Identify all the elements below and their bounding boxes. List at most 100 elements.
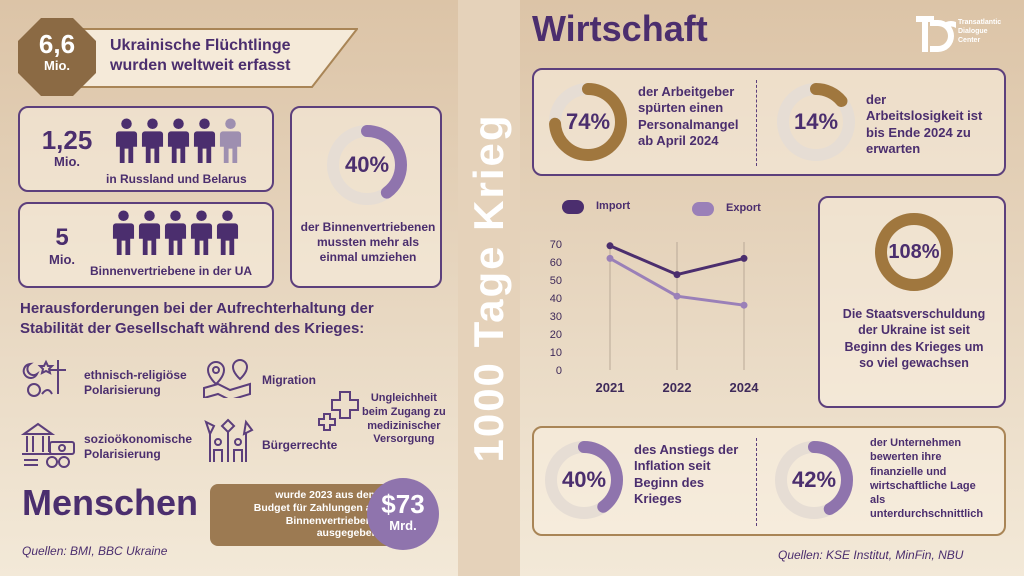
y-tick-label: 70 (550, 239, 562, 251)
refugees-number: 6,6 (38, 29, 76, 59)
donut-employers-label: 74% (565, 109, 611, 134)
section-title-menschen: Menschen (22, 482, 199, 523)
donut-debt-label: 108% (888, 240, 940, 263)
labor-card: 74% der Arbeitgeber spürten einen Person… (532, 68, 1006, 176)
person-icon (112, 210, 135, 256)
challenges-heading-line1: Herausforderungen bei der Aufrechterhalt… (20, 300, 374, 317)
medical-cross-icon (318, 391, 359, 431)
debt-line3: Beginn des Krieges um (844, 339, 984, 354)
russia-unit: Mio. (54, 154, 80, 169)
y-tick-label: 0 (556, 365, 562, 377)
employers-line2: spürten einen (638, 100, 724, 116)
donut-companies-label: 42% (791, 467, 837, 492)
donut-arc (775, 441, 853, 519)
inflation-donut: 40% (542, 438, 626, 522)
octagon-shape (18, 18, 96, 96)
labor-divider (756, 80, 757, 166)
tdc-logo: Transatlantic Dialogue Center (916, 16, 1001, 59)
donut-inflation-label: 40% (561, 467, 607, 492)
inflation-line4: Krieges (634, 490, 682, 506)
challenge-health (318, 390, 364, 439)
challenge-migration-label: Migration (262, 373, 316, 387)
inflation-line3: Beginn des (634, 474, 705, 490)
employers-donut: 74% (546, 80, 630, 164)
challenge-religion-line1: ethnisch-religiöse (84, 368, 187, 382)
data-point-import (606, 242, 614, 250)
moved-card: 40% der Binnenvertriebenen mussten mehr … (290, 106, 442, 288)
person-icon (219, 118, 242, 164)
center-strip (458, 0, 520, 576)
budget-circle: $73 Mrd. (367, 478, 439, 550)
refugees-unit: Mio. (44, 58, 70, 73)
person-icon (216, 210, 239, 256)
moved-line2: mussten mehr als (316, 235, 420, 249)
person-icon (141, 118, 164, 164)
debt-line2: der Ukraine ist seit (858, 323, 970, 338)
employers-line4: ab April 2024 (638, 132, 719, 148)
banner-text-line1: Ukrainische Flüchtlinge (110, 37, 291, 54)
y-tick-label: 30 (550, 311, 562, 323)
sources-left: Quellen: BMI, BBC Ukraine (22, 544, 168, 558)
employers-line1: der Arbeitgeber (638, 84, 735, 99)
idp-caption: Binnenvertriebene in der UA (90, 264, 253, 278)
debt-line1: Die Staatsverschuldung (842, 307, 986, 321)
challenge-health-line3: medizinischer (367, 419, 441, 432)
debt-line4: so viel gewachsen (859, 355, 969, 370)
debt-card: 108% Die Staatsverschuldung der Ukraine … (818, 196, 1006, 408)
budget-line3: Binnenvertriebene (285, 514, 378, 527)
tdc-logo-icon (916, 16, 956, 52)
unemployment-line3: bis Ende 2024 zu (866, 124, 971, 140)
donut-arc (549, 83, 627, 161)
challenge-religion (20, 356, 76, 407)
religion-symbols-icon (22, 359, 66, 397)
sources-right: Quellen: KSE Institut, MinFin, NBU (778, 548, 964, 562)
main-title: 1000 Tage Krieg (465, 113, 512, 463)
banner-text-line2: wurden weltweit erfasst (110, 57, 291, 74)
donut-moved-label: 40% (344, 152, 390, 177)
trade-chart: Import Export 0 10 20 30 40 50 60 70 2021 2022 202… (532, 190, 802, 408)
budget-line2: Budget für Zahlungen an (253, 501, 378, 514)
person-icon (190, 210, 213, 256)
unemployment-line1: der (866, 92, 887, 107)
unemployment-donut: 14% (774, 80, 858, 164)
budget-unit: Mrd. (389, 518, 417, 533)
challenges-heading-line2: Stabilität der Gesellschaft während des … (20, 320, 365, 338)
refugees-banner: Ukrainische Flüchtlinge wurden weltweit … (75, 28, 360, 88)
debt-donut: 108% (872, 210, 956, 294)
employers-line3: Personalmangel (638, 116, 739, 132)
people-panel: Ukrainische Flüchtlinge wurden weltweit … (0, 0, 458, 576)
inflation-card: 40% des Anstiegs der Inflation seit Begi… (532, 426, 1006, 536)
russia-people-icons (115, 118, 242, 164)
donut-unemployment-ring (777, 83, 855, 161)
y-tick-label: 60 (550, 257, 562, 269)
legend-swatch-export (692, 202, 714, 216)
idp-people-icons (112, 210, 239, 256)
challenge-health-line4: Versorgung (373, 433, 435, 446)
economy-panel: Wirtschaft Transatlantic Dialogue Center… (520, 0, 1024, 576)
russia-number: 1,25 (41, 125, 93, 155)
person-icon (164, 210, 187, 256)
map-pins-icon (203, 358, 251, 402)
idp-unit: Mio. (49, 252, 75, 267)
bank-money-icon (20, 422, 75, 468)
legend-label-export: Export (726, 202, 761, 214)
idp-card: 5 Mio. Binnenvertriebene in der UA (18, 202, 274, 288)
donut-employers-ring (549, 83, 627, 161)
challenge-migration (202, 358, 254, 403)
donut-debt-ring (875, 213, 953, 291)
russia-caption: in Russland und Belarus (106, 172, 247, 186)
unemployment-line2: Arbeitslosigkeit ist (866, 108, 983, 124)
budget-amount: $73 (381, 489, 425, 519)
x-tick-label: 2022 (663, 380, 692, 395)
challenge-health-line1: Ungleichheit (370, 392, 437, 404)
x-tick-label: 2024 (730, 380, 760, 395)
challenge-socio (20, 420, 78, 473)
challenge-rights-label: Bürgerrechte (262, 438, 338, 452)
challenge-health-line2: beim Zugang zu (362, 405, 446, 418)
y-tick-label: 20 (550, 329, 562, 341)
donut-unemployment-label: 14% (793, 109, 839, 134)
donut-arc (327, 125, 407, 205)
y-tick-label: 10 (550, 347, 562, 359)
inflation-line1: des Anstiegs der (634, 442, 739, 457)
companies-line3: finanzielle und (870, 465, 947, 478)
